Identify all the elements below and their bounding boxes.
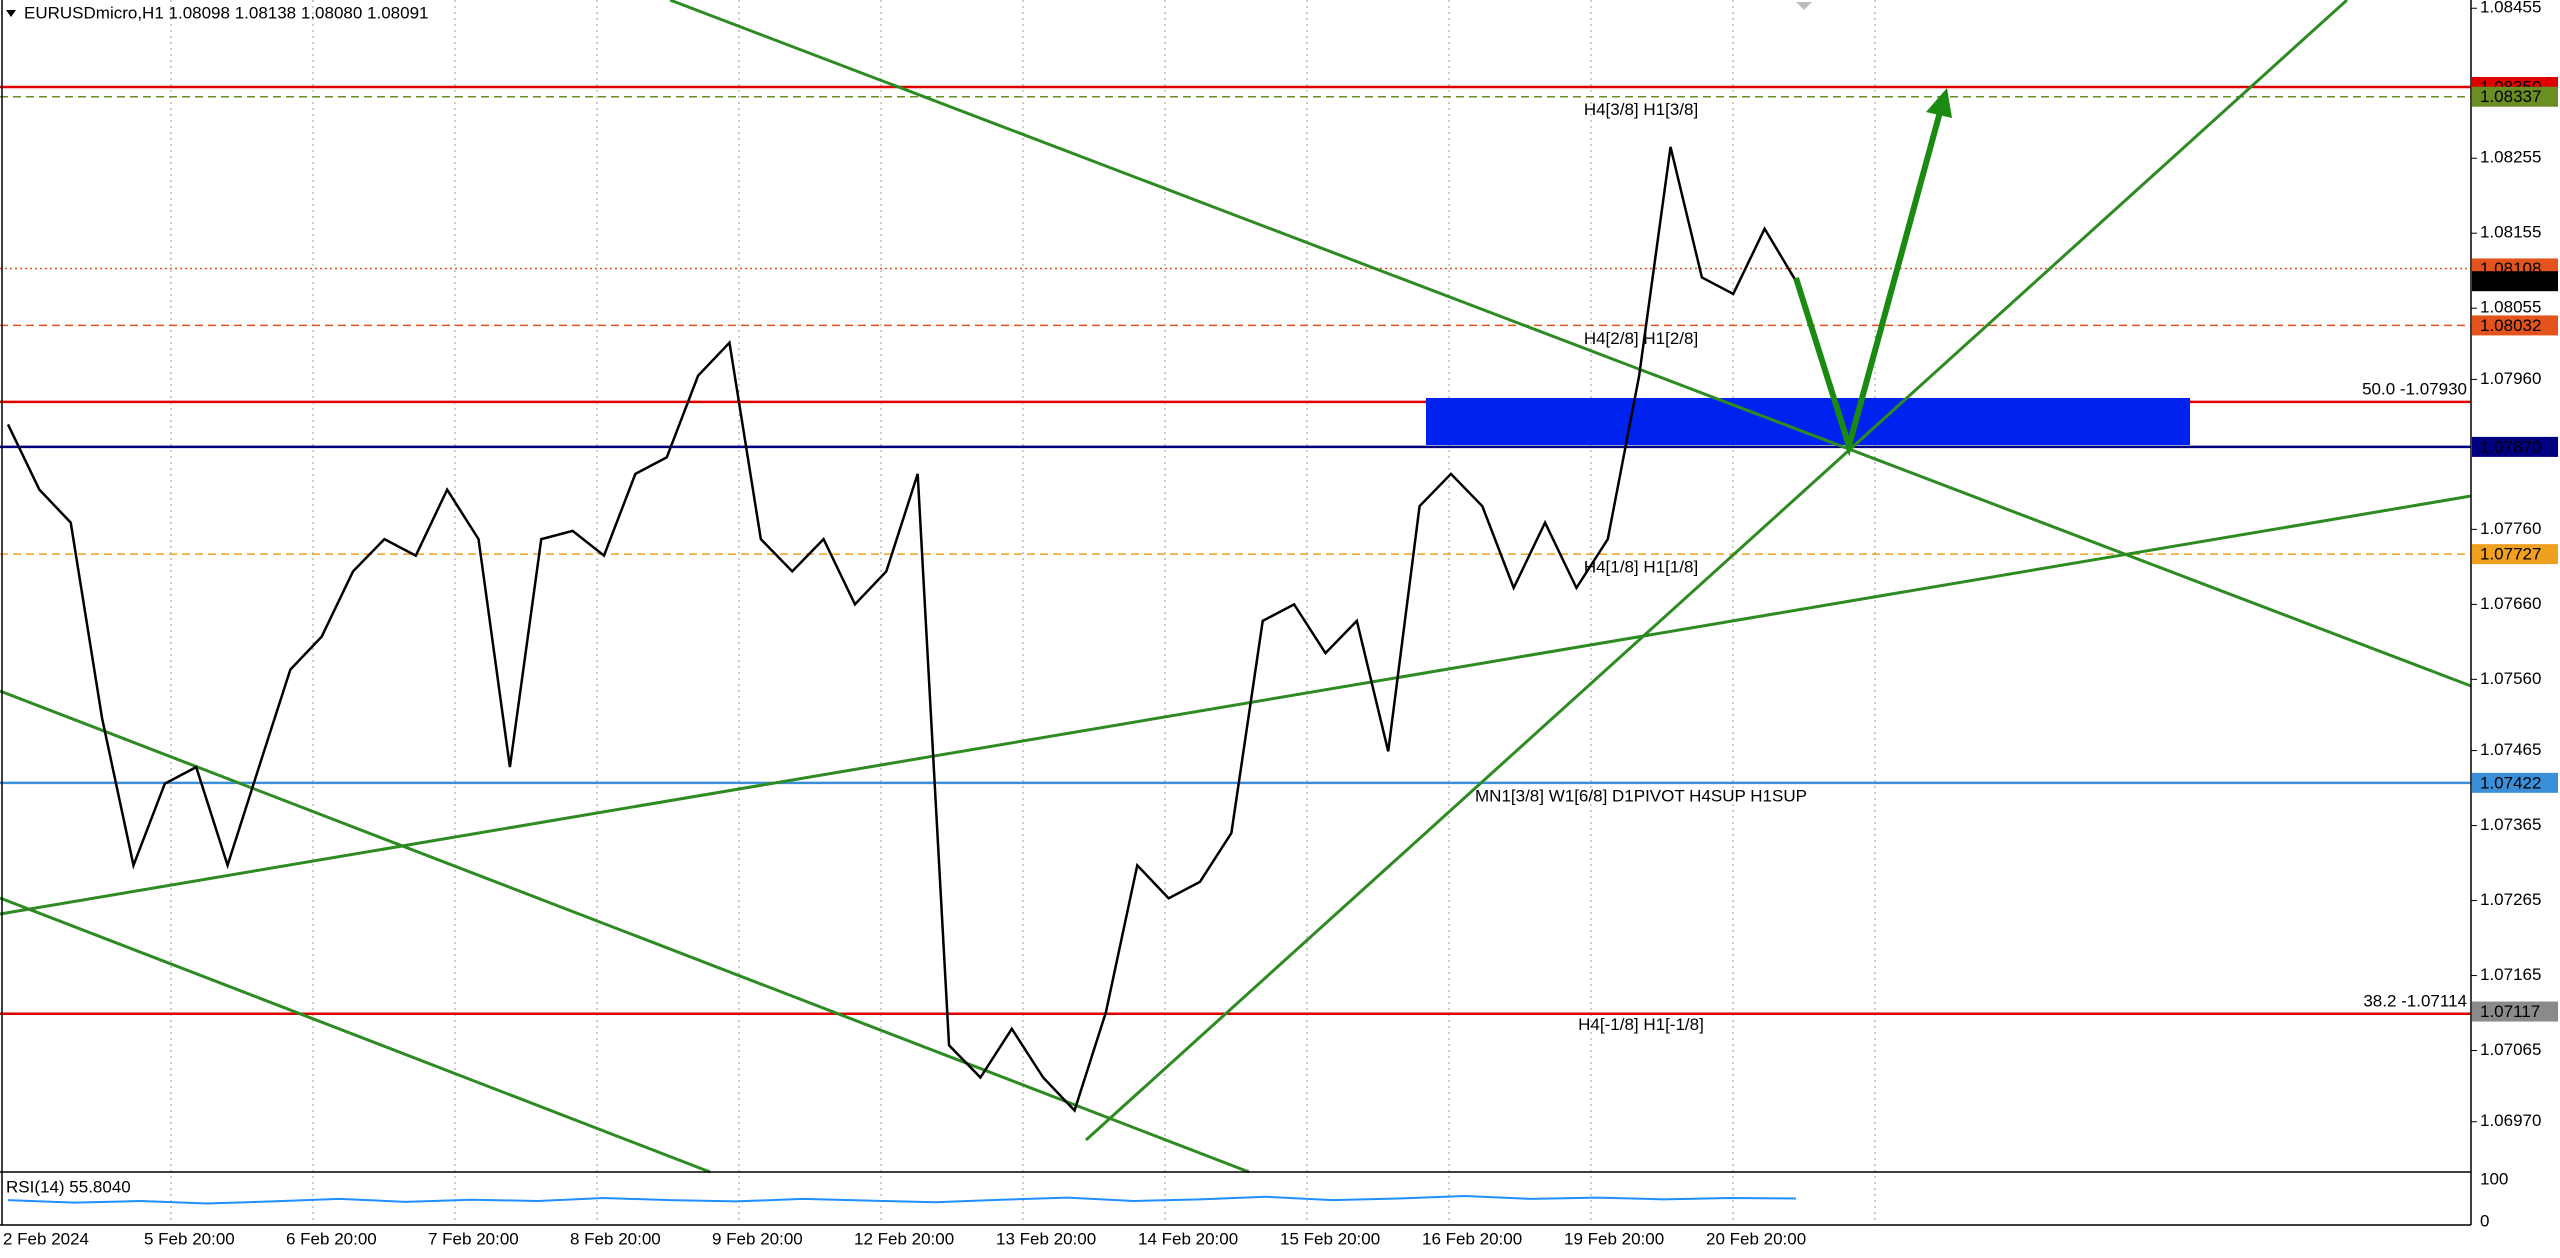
level-note: 38.2 -1.07114 [2363,991,2467,1010]
price-label: 1.08032 [2480,316,2541,335]
time-axis: 2 Feb 2024 5 Feb 20:00 6 Feb 20:00 7 Feb 20… [3,1229,1806,1248]
y-tick-label: 1.08155 [2480,223,2541,242]
price-label-box [2472,772,2558,793]
menu-triangle [6,10,16,17]
level-note: H4[2/8] H1[2/8] [1584,329,1698,348]
price-label-box [2472,315,2558,336]
price-label-box [2472,1001,2558,1022]
price-label: 1.07870 [2480,437,2541,456]
y-tick-label: 1.07465 [2480,740,2541,759]
arrow-path [1793,111,1943,457]
level-note: H4[3/8] H1[3/8] [1584,100,1698,119]
price-label: 1.07422 [2480,773,2541,792]
price-label-box [2472,436,2558,457]
rsi-tick-label: 100 [2480,1169,2508,1188]
rsi-pane: 100 0 [7,1169,2508,1230]
price-axis: 1.08455 1.08255 1.08155 1.08055 1.07960 1.077… [2471,0,2558,1130]
price-label: 1.07727 [2480,545,2541,564]
y-tick-label: 1.07560 [2480,669,2541,688]
x-tick-label: 19 Feb 20:00 [1564,1229,1664,1248]
price-label-box [2472,271,2558,292]
y-tick-label: 1.07165 [2480,965,2541,984]
price-label-box [2472,544,2558,565]
x-tick-label: 14 Feb 20:00 [1138,1229,1238,1248]
price-label: 1.08337 [2480,87,2541,106]
forecast-arrow [1793,88,1952,457]
level-note: H4[1/8] H1[1/8] [1584,558,1698,577]
price-label-box [2472,86,2558,107]
x-tick-label: 16 Feb 20:00 [1422,1229,1522,1248]
y-tick-label: 1.07960 [2480,369,2541,388]
x-tick-label: 20 Feb 20:00 [1706,1229,1806,1248]
level-note: H4[-1/8] H1[-1/8] [1578,1015,1704,1034]
price-label: 1.08091 [2480,272,2541,291]
x-tick-label: 5 Feb 20:00 [144,1229,235,1248]
arrow-head [1926,88,1952,118]
x-tick-label: 15 Feb 20:00 [1280,1229,1380,1248]
trend-line [0,494,2472,916]
x-tick-label: 8 Feb 20:00 [570,1229,661,1248]
y-tick-label: 1.07365 [2480,815,2541,834]
x-tick-label: 9 Feb 20:00 [712,1229,803,1248]
y-tick-label: 1.08055 [2480,298,2541,317]
rsi-line [7,1194,1797,1205]
trend-line [0,896,711,1174]
level-note: 50.0 -1.07930 [2362,379,2467,398]
x-tick-label: 6 Feb 20:00 [286,1229,377,1248]
y-tick-label: 1.06970 [2480,1111,2541,1130]
x-tick-label: 12 Feb 20:00 [854,1229,954,1248]
trend-line [1084,0,2349,1142]
price-line [6,146,1798,1113]
x-tick-label: 13 Feb 20:00 [996,1229,1096,1248]
trend-line [669,0,2472,688]
zone-box [1426,398,2190,445]
chart-header: EURUSDmicro,H1 1.08098 1.08138 1.08080 1… [24,3,429,22]
price-label: 1.07117 [2480,1002,2540,1021]
y-tick-label: 1.07265 [2480,890,2541,909]
grid [170,0,1876,1225]
x-tick-label: 7 Feb 20:00 [428,1229,519,1248]
trend-line [0,689,1250,1174]
levels: H4[3/8] H1[3/8] H4[2/8] H1[2/8] 50.0 -1.07… [0,85,2471,1034]
y-tick-label: 1.08455 [2480,0,2541,17]
scroll-marker [1796,2,1812,10]
level-note: MN1[3/8] W1[6/8] D1PIVOT H4SUP H1SUP [1475,786,1807,805]
x-tick-label: 2 Feb 2024 [3,1229,89,1248]
y-tick-label: 1.07660 [2480,594,2541,613]
rsi-title: RSI(14) 55.8040 [6,1177,131,1196]
trend-lines [0,0,2472,1174]
y-tick-label: 1.07760 [2480,519,2541,538]
rsi-tick-label: 0 [2480,1211,2489,1230]
y-tick-label: 1.07065 [2480,1040,2541,1059]
price-series [6,146,1798,1113]
y-tick-label: 1.08255 [2480,148,2541,167]
